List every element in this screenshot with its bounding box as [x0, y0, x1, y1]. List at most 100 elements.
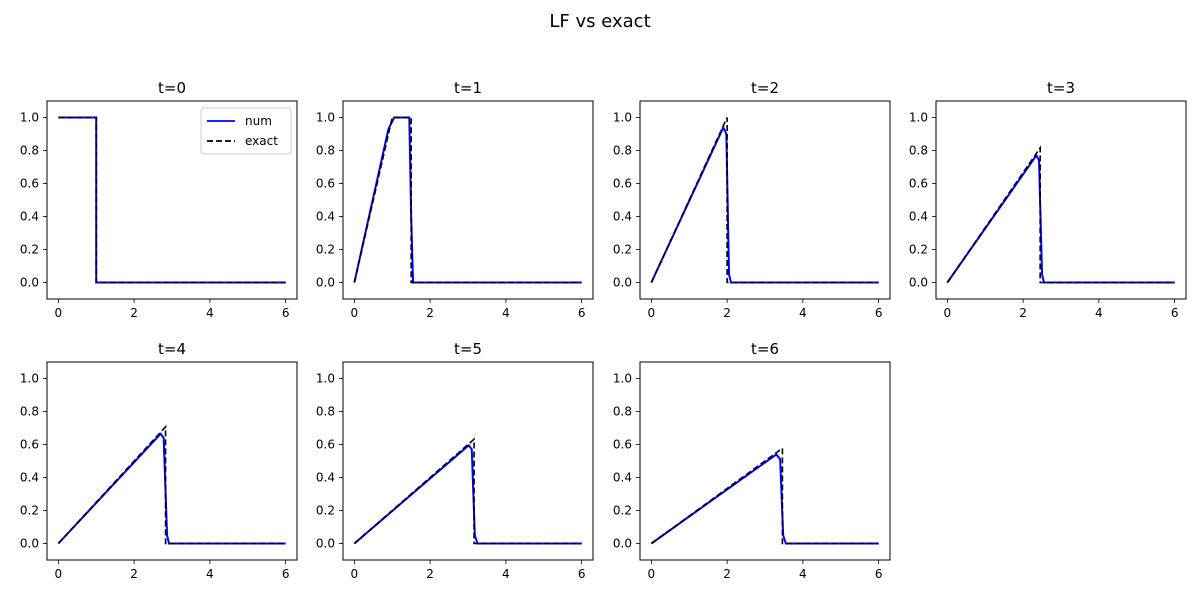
axes-frame: [639, 361, 891, 561]
y-tick-label: 0.6: [613, 177, 632, 191]
y-tick-label: 1.0: [613, 372, 632, 386]
series-line-num: [946, 153, 1175, 284]
y-tick-label: 0.4: [20, 210, 39, 224]
subplot-3: t=3 0 2 4 6 0.0 0.2 0.4 0.6 0.8 1.0: [909, 79, 1187, 320]
y-tick-label: 0.2: [613, 504, 632, 518]
subplot-title: t=5: [454, 340, 482, 358]
y-tick-label: 0.4: [316, 210, 335, 224]
y-tick-label: 1.0: [613, 111, 632, 125]
x-tick-label: 6: [282, 567, 290, 581]
series-line-exact: [353, 437, 582, 545]
y-tick-label: 0.6: [316, 438, 335, 452]
x-tick-label: 2: [426, 306, 434, 320]
x-tick-label: 0: [648, 306, 656, 320]
y-tick-label: 0.2: [316, 504, 335, 518]
x-tick-label: 6: [1171, 306, 1179, 320]
subplot-title: t=4: [158, 340, 186, 358]
subplot-title: t=0: [158, 79, 186, 97]
y-tick-label: 0.4: [613, 471, 632, 485]
series-line-num: [650, 125, 879, 284]
series-group: [353, 116, 582, 284]
x-tick-label: 6: [578, 567, 586, 581]
y-tick-label: 1.0: [316, 372, 335, 386]
x-tick-label: 6: [875, 567, 883, 581]
y-tick-label: 0.8: [20, 405, 39, 419]
series-group: [946, 145, 1175, 284]
axes-frame: [46, 361, 298, 561]
y-tick-label: 0.0: [613, 276, 632, 290]
x-tick-label: 4: [502, 306, 510, 320]
subplot-title: t=3: [1047, 79, 1075, 97]
axes-frame: [342, 100, 594, 300]
series-group: [650, 117, 879, 284]
axes-frame: [342, 361, 594, 561]
x-tick-label: 2: [130, 567, 138, 581]
subplot-title: t=1: [454, 79, 482, 97]
subplot-4: t=4 0 2 4 6 0.0 0.2 0.4 0.6 0.8 1.0: [20, 340, 298, 581]
x-tick-label: 0: [944, 306, 952, 320]
subplot-5: t=5 0 2 4 6 0.0 0.2 0.4 0.6 0.8 1.0: [316, 340, 594, 581]
y-tick-label: 0.6: [20, 438, 39, 452]
subplot-6: t=6 0 2 4 6 0.0 0.2 0.4 0.6 0.8 1.0: [613, 340, 891, 581]
x-tick-label: 4: [206, 567, 214, 581]
panel-grid: t=0 0 2 4 6 0.0 0.2 0.4 0.6 0.8 1.0 num exact t=1 0 2 4 6…: [20, 79, 1187, 581]
legend-box: [200, 107, 292, 155]
y-tick-label: 0.4: [613, 210, 632, 224]
series-group: [57, 424, 286, 545]
y-tick-label: 0.2: [909, 243, 928, 257]
y-tick-label: 0.8: [20, 144, 39, 158]
y-tick-label: 0.2: [316, 243, 335, 257]
axes-frame: [639, 100, 891, 300]
x-tick-label: 0: [351, 306, 359, 320]
x-tick-label: 6: [578, 306, 586, 320]
y-tick-label: 0.0: [316, 276, 335, 290]
series-group: [650, 446, 879, 545]
series-line-exact: [650, 446, 879, 545]
y-tick-label: 0.8: [909, 144, 928, 158]
x-tick-label: 2: [426, 567, 434, 581]
y-tick-label: 0.6: [20, 177, 39, 191]
y-tick-label: 0.0: [20, 537, 39, 551]
legend: num exact: [200, 107, 292, 155]
y-tick-label: 0.6: [613, 438, 632, 452]
y-tick-label: 0.0: [20, 276, 39, 290]
axes-frame: [935, 100, 1187, 300]
figure-title: LF vs exact: [549, 11, 650, 32]
x-tick-label: 4: [799, 306, 807, 320]
axes-frame: [46, 100, 298, 300]
y-tick-label: 1.0: [316, 111, 335, 125]
y-tick-label: 0.6: [316, 177, 335, 191]
x-tick-label: 2: [130, 306, 138, 320]
x-tick-label: 0: [55, 306, 63, 320]
x-tick-label: 0: [351, 567, 359, 581]
y-tick-label: 1.0: [20, 111, 39, 125]
x-tick-label: 4: [799, 567, 807, 581]
series-line-exact: [58, 116, 286, 284]
series-group: [353, 437, 582, 545]
subplot-0: t=0 0 2 4 6 0.0 0.2 0.4 0.6 0.8 1.0 num exact: [20, 79, 298, 320]
subplot-title: t=6: [751, 340, 779, 358]
y-tick-label: 0.4: [20, 471, 39, 485]
y-tick-label: 0.6: [909, 177, 928, 191]
x-tick-label: 2: [1019, 306, 1027, 320]
x-tick-label: 4: [502, 567, 510, 581]
x-tick-label: 2: [723, 306, 731, 320]
y-tick-label: 0.0: [316, 537, 335, 551]
y-tick-label: 0.2: [613, 243, 632, 257]
y-tick-label: 0.8: [316, 405, 335, 419]
series-line-exact: [650, 117, 879, 284]
x-tick-label: 6: [875, 306, 883, 320]
y-tick-label: 0.4: [316, 471, 335, 485]
legend-label-num: num: [245, 114, 272, 128]
series-line-exact: [353, 116, 582, 284]
x-tick-label: 4: [206, 306, 214, 320]
y-tick-label: 0.0: [909, 276, 928, 290]
x-tick-label: 4: [1095, 306, 1103, 320]
y-tick-label: 0.2: [20, 243, 39, 257]
y-tick-label: 0.4: [909, 210, 928, 224]
series-group: [58, 116, 286, 284]
series-line-num: [57, 432, 286, 545]
y-tick-label: 1.0: [909, 111, 928, 125]
x-tick-label: 6: [282, 306, 290, 320]
